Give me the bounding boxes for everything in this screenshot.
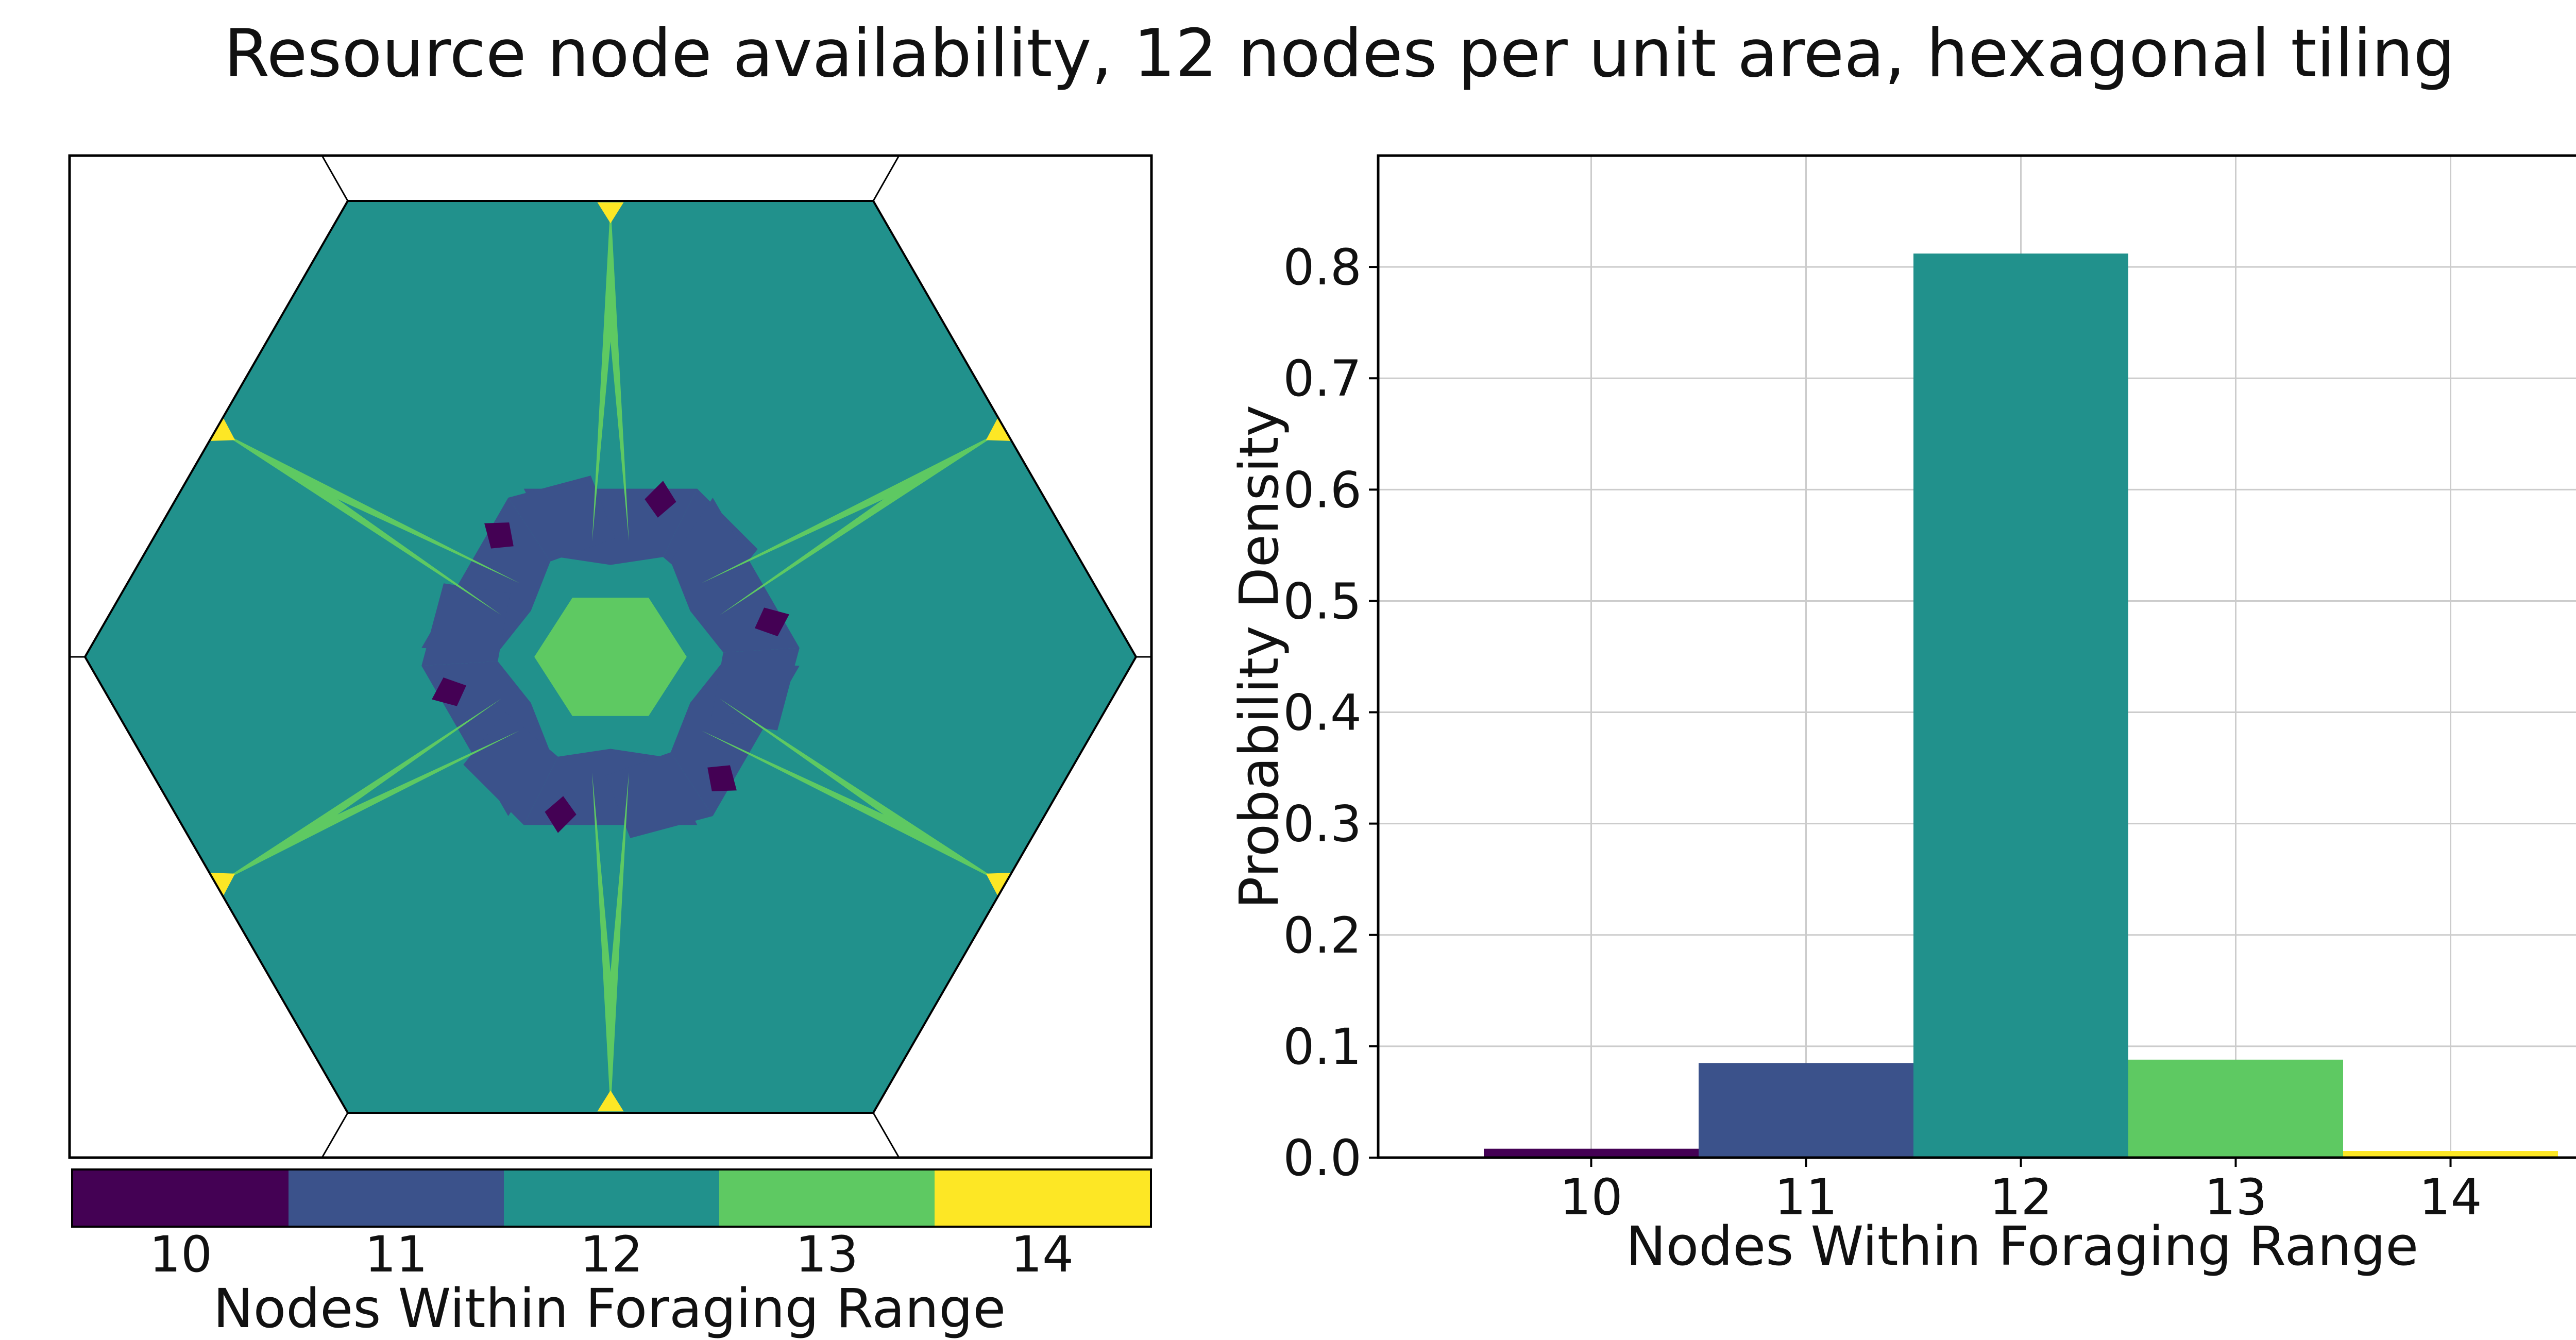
figure-title: Resource node availability, 12 nodes per…	[224, 15, 2455, 92]
colorbar-swatch-10	[73, 1171, 289, 1226]
bar-12	[1913, 253, 2128, 1158]
bar-y-ticks: 0.0 0.1 0.2 0.3 0.4 0.5 0.6 0.7 0.8	[1283, 239, 1378, 1187]
colorbar	[71, 1168, 1152, 1228]
region-14-nodes	[210, 418, 235, 441]
region-14-nodes	[210, 873, 235, 896]
region-14-nodes	[597, 202, 624, 224]
bar-axes-frame	[1377, 154, 2576, 1159]
colorbar-ticks: 10 11 12 13 14	[73, 1226, 1150, 1283]
bar-11	[1699, 1063, 1913, 1158]
bar-y-tick-label: 0.8	[1283, 239, 1362, 296]
region-10-nodes	[484, 522, 514, 549]
bar-y-tick-label: 0.6	[1283, 461, 1362, 519]
bar-series	[1484, 253, 2558, 1158]
region-10-nodes	[755, 607, 789, 636]
region-14-nodes	[597, 1090, 624, 1112]
colorbar-label: Nodes Within Foraging Range	[213, 1277, 1006, 1340]
colorbar-tick-10: 10	[149, 1226, 213, 1283]
colorbar-tick-11: 11	[364, 1226, 428, 1283]
bar-13	[2128, 1059, 2343, 1158]
region-11-nodes	[605, 752, 713, 838]
region-11-nodes	[421, 583, 511, 666]
bar-x-tick-label: 10	[1560, 1168, 1622, 1226]
bar-x-tick-label: 11	[1774, 1168, 1837, 1226]
bar-x-axis-label: Nodes Within Foraging Range	[1626, 1215, 2418, 1278]
bar-y-tick-label: 0.1	[1283, 1018, 1362, 1076]
region-13-nodes	[605, 972, 616, 1104]
bar-x-tick-label: 12	[1989, 1168, 2052, 1226]
neighbor-hex-edges	[70, 155, 1151, 1158]
bar-y-tick-label: 0.0	[1283, 1129, 1362, 1187]
region-10-nodes	[645, 481, 676, 518]
colorbar-swatch-14	[935, 1171, 1150, 1226]
region-13-nodes	[880, 810, 997, 880]
bar-y-axis-label: Probability Density	[1228, 405, 1291, 909]
region-10-nodes	[545, 796, 577, 833]
region-10-nodes	[432, 677, 466, 706]
hex-outline	[83, 200, 1138, 1114]
region-13-nodes	[880, 433, 997, 504]
colorbar-tick-12: 12	[580, 1226, 643, 1283]
colorbar-tick-14: 14	[1010, 1226, 1074, 1283]
bar-x-ticks: 10 11 12 13 14	[1560, 1158, 2482, 1226]
colorbar-swatch-12	[504, 1171, 719, 1226]
region-14-nodes	[986, 418, 1011, 441]
bar-x-tick-label: 14	[2419, 1168, 2482, 1226]
colorbar-swatch-13	[719, 1171, 935, 1226]
region-11-nodes	[508, 476, 616, 562]
bar-y-tick-label: 0.5	[1283, 572, 1362, 630]
bar-14	[2343, 1151, 2558, 1158]
bar-y-tick-label: 0.7	[1283, 350, 1362, 408]
bar-y-tick-label: 0.4	[1283, 684, 1362, 742]
hex-regions	[210, 202, 1011, 1112]
region-11-nodes	[710, 648, 800, 731]
bar-y-tick-label: 0.3	[1283, 795, 1362, 853]
bar-y-tick-label: 0.2	[1283, 907, 1362, 964]
colorbar-swatch-11	[289, 1171, 504, 1226]
region-13-nodes	[605, 210, 616, 342]
bar-10	[1484, 1148, 1699, 1158]
region-13-nodes-center	[534, 598, 687, 716]
region-14-nodes	[986, 873, 1011, 896]
bar-x-tick-label: 13	[2204, 1168, 2267, 1226]
region-10-nodes	[707, 765, 737, 791]
colorbar-tick-13: 13	[795, 1226, 859, 1283]
region-13-nodes	[224, 810, 341, 880]
region-11-nodes	[463, 712, 558, 825]
region-13-nodes	[224, 433, 341, 504]
